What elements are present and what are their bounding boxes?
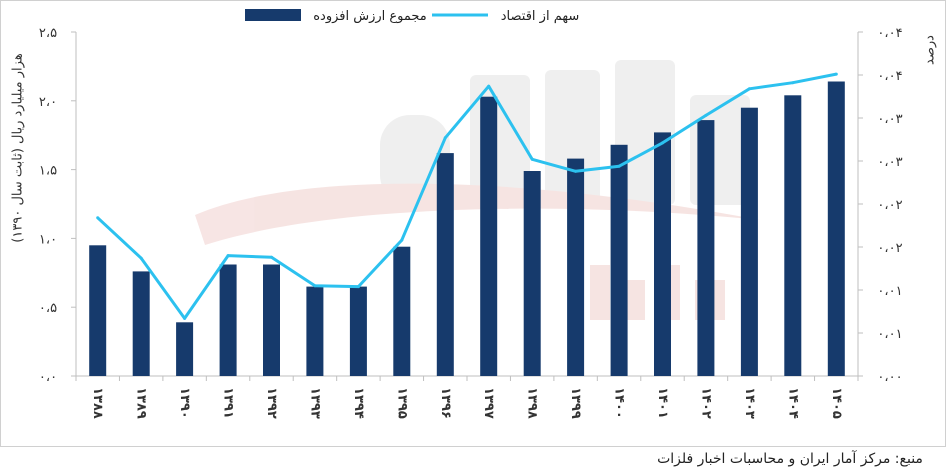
bar-11 bbox=[567, 158, 585, 376]
x-tick-label: ۱۳۹۰ bbox=[177, 387, 192, 419]
bar-17 bbox=[827, 81, 845, 376]
right-axis-title: درصد bbox=[923, 35, 938, 65]
bar-16 bbox=[784, 95, 802, 377]
x-tick-label: ۱۴۰۱ bbox=[655, 387, 670, 419]
bar-14 bbox=[697, 120, 715, 376]
x-tick-label: ۱۴۰۵ bbox=[829, 387, 844, 419]
right-tick-label: ۰،۰۲ bbox=[877, 241, 902, 256]
right-axis-tick-labels: ۰،۰۰ ۰،۰۱ ۰،۰۱ ۰،۰۲ ۰،۰۲ ۰،۰۳ ۰،۰۳ ۰،۰۴ ۰،۰۴ bbox=[877, 26, 902, 385]
legend-line-label: سهم از اقتصاد bbox=[501, 9, 579, 24]
line-series bbox=[96, 72, 837, 320]
chart-frame bbox=[0, 0, 946, 447]
bar-series bbox=[89, 81, 845, 377]
bar-8 bbox=[436, 153, 454, 376]
left-axis-tick-labels: ۰،۰ ۰،۵ ۱،۰ ۱،۵ ۲،۰ ۲،۵ bbox=[39, 26, 57, 385]
legend: مجموع ارزش افزوده سهم از اقتصاد bbox=[245, 9, 579, 24]
bar-4 bbox=[263, 264, 280, 376]
bar-3 bbox=[219, 264, 237, 376]
legend-bar-label: مجموع ارزش افزوده bbox=[313, 9, 427, 24]
line-point-2 bbox=[183, 316, 187, 320]
line-point-10 bbox=[530, 157, 534, 161]
line-point-17 bbox=[834, 72, 838, 76]
left-tick-label: ۲،۵ bbox=[39, 26, 57, 41]
x-tick-label: ۱۴۰۲ bbox=[698, 387, 713, 419]
x-tick-label: ۱۴۰۴ bbox=[785, 387, 800, 419]
source-note: منبع: مرکز آمار ایران و محاسبات اخبار فل… bbox=[657, 450, 923, 467]
left-tick-label: ۱،۵ bbox=[39, 164, 57, 179]
line-point-4 bbox=[270, 255, 273, 259]
bar-13 bbox=[654, 132, 671, 376]
x-tick-label: ۱۳۸۹ bbox=[134, 387, 149, 419]
line-point-7 bbox=[400, 238, 404, 242]
bar-10 bbox=[523, 171, 541, 376]
legend-bar-swatch bbox=[245, 9, 301, 21]
line-point-3 bbox=[226, 254, 230, 258]
x-tick-label: ۱۳۹۴ bbox=[351, 387, 366, 419]
line-point-12 bbox=[617, 164, 621, 168]
left-tick-label: ۱،۰ bbox=[39, 232, 57, 247]
left-tick-label: ۰،۰ bbox=[39, 370, 57, 385]
x-tick-label: ۱۳۹۱ bbox=[221, 387, 236, 419]
bar-7 bbox=[393, 246, 411, 376]
tick-marks bbox=[71, 31, 863, 381]
x-tick-label: ۱۳۹۳ bbox=[307, 387, 322, 419]
left-axis-title: هزار میلیارد ریال (ثابت سال ۱۳۹۰) bbox=[11, 53, 26, 243]
x-tick-label: ۱۳۹۲ bbox=[264, 387, 279, 419]
x-tick-label: ۱۳۹۵ bbox=[394, 387, 409, 419]
x-tick-label: ۱۳۹۷ bbox=[481, 387, 496, 419]
line-point-1 bbox=[139, 256, 143, 260]
x-tick-label: ۱۳۹۹ bbox=[568, 387, 583, 419]
right-tick-label: ۰،۰۳ bbox=[877, 112, 902, 127]
bar-1 bbox=[132, 271, 150, 376]
right-tick-label: ۰،۰۴ bbox=[877, 26, 902, 41]
bar-12 bbox=[610, 144, 628, 376]
x-axis-tick-labels: ۱۳۸۸ ۱۳۸۹ ۱۳۹۰ ۱۳۹۱ ۱۳۹۲ ۱۳۹۳ ۱۳۹۴ ۱۳۹۵ ۱۳۹۶ ۱۳۹۷… bbox=[90, 387, 844, 419]
right-tick-label: ۰،۰۴ bbox=[877, 69, 902, 84]
line-point-6 bbox=[356, 285, 360, 289]
x-tick-label: ۱۳۹۸ bbox=[525, 387, 540, 419]
line-point-15 bbox=[747, 87, 751, 91]
right-tick-label: ۰،۰۰ bbox=[877, 370, 902, 385]
left-tick-label: ۰،۵ bbox=[39, 301, 57, 316]
right-tick-label: ۰،۰۱ bbox=[877, 327, 902, 342]
x-tick-label: ۱۳۹۶ bbox=[438, 387, 453, 419]
line-series-group bbox=[96, 72, 838, 320]
line-point-8 bbox=[443, 136, 447, 140]
x-tick-label: ۱۳۸۸ bbox=[90, 387, 105, 419]
right-tick-label: ۰،۰۱ bbox=[877, 284, 902, 299]
x-tick-label: ۱۴۰۳ bbox=[742, 387, 757, 419]
bar-2 bbox=[176, 322, 194, 376]
bar-5 bbox=[306, 286, 324, 376]
line-point-16 bbox=[791, 81, 795, 85]
line-point-14 bbox=[704, 113, 708, 117]
bar-0 bbox=[89, 245, 107, 376]
x-tick-label: ۱۴۰۰ bbox=[612, 387, 627, 419]
line-point-11 bbox=[574, 169, 578, 173]
line-point-5 bbox=[313, 284, 317, 288]
bar-6 bbox=[349, 286, 367, 376]
line-point-13 bbox=[661, 141, 664, 145]
line-point-0 bbox=[96, 216, 100, 220]
bar-15 bbox=[740, 107, 758, 376]
line-point-9 bbox=[487, 84, 491, 88]
left-tick-label: ۲،۰ bbox=[39, 95, 57, 110]
right-tick-label: ۰،۰۲ bbox=[877, 198, 902, 213]
right-tick-label: ۰،۰۳ bbox=[877, 155, 902, 170]
bar-9 bbox=[480, 96, 498, 376]
